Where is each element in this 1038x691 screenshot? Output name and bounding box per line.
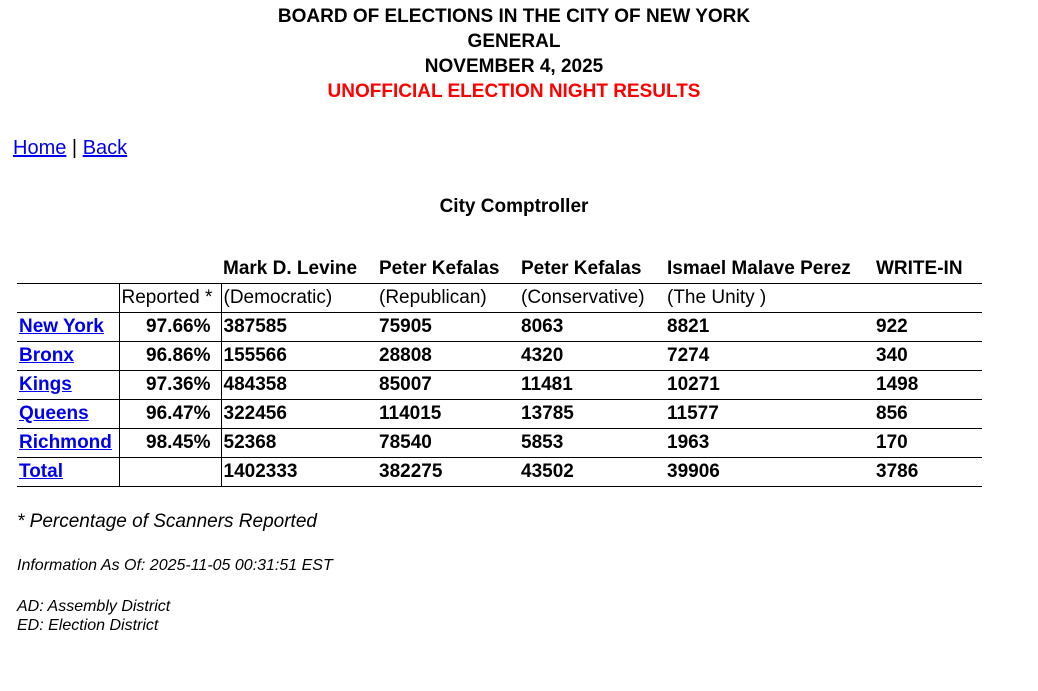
footnote: * Percentage of Scanners Reported — [17, 511, 317, 532]
vote-count: 10271 — [665, 370, 874, 400]
vote-count: 484358 — [221, 370, 377, 400]
candidate-party: (Conservative) — [519, 283, 665, 313]
vote-count: 85007 — [377, 370, 519, 400]
vote-count: 322456 — [221, 399, 377, 429]
vote-count: 11481 — [519, 370, 665, 400]
reported-pct: 97.66% — [119, 312, 222, 342]
reported-pct — [119, 457, 222, 487]
table-row: New York 97.66% 387585 75905 8063 8821 922 — [17, 312, 982, 342]
candidate-name: Peter Kefalas — [379, 258, 500, 279]
contest-title: City Comptroller — [439, 196, 589, 217]
vote-count: 52368 — [221, 428, 377, 458]
candidate-name: Ismael Malave Perez — [667, 258, 851, 279]
county-link[interactable]: Queens — [19, 403, 89, 424]
table-row: Bronx 96.86% 155566 28808 4320 7274 340 — [17, 341, 982, 371]
table-row: Richmond 98.45% 52368 78540 5853 1963 170 — [17, 428, 982, 458]
vote-count: 75905 — [377, 312, 519, 342]
table-row: Kings 97.36% 484358 85007 11481 10271 1498 — [17, 370, 982, 400]
legend-ed: ED: Election District — [17, 617, 159, 634]
vote-count: 5853 — [519, 428, 665, 458]
vote-count: 8063 — [519, 312, 665, 342]
nav-links: Home | Back — [13, 137, 127, 160]
vote-count: 170 — [874, 428, 982, 458]
legend-ad: AD: Assembly District — [17, 598, 171, 615]
vote-count: 39906 — [665, 457, 874, 487]
table-row: Queens 96.47% 322456 114015 13785 11577 856 — [17, 399, 982, 429]
reported-pct: 96.86% — [119, 341, 222, 371]
vote-count: 1402333 — [221, 457, 377, 487]
vote-count: 155566 — [221, 341, 377, 371]
table-row: Total 1402333 382275 43502 39906 3786 — [17, 457, 982, 487]
vote-count: 382275 — [377, 457, 519, 487]
candidate-party: (Republican) — [377, 283, 519, 313]
candidate-party: (The Unity ) — [665, 283, 874, 313]
vote-count: 922 — [874, 312, 982, 342]
county-link[interactable]: Kings — [19, 374, 72, 395]
page-header: BOARD OF ELECTIONS IN THE CITY OF NEW YO… — [0, 4, 1028, 104]
candidate-name: Peter Kefalas — [521, 258, 642, 279]
vote-count: 13785 — [519, 399, 665, 429]
candidate-party: (Democratic) — [221, 283, 377, 313]
county-link[interactable]: Richmond — [19, 432, 112, 453]
vote-count: 114015 — [377, 399, 519, 429]
results-table: Mark D. Levine Peter Kefalas Peter Kefal… — [17, 255, 982, 487]
back-link[interactable]: Back — [82, 137, 128, 159]
vote-count: 11577 — [665, 399, 874, 429]
legend: AD: Assembly District ED: Election Distr… — [17, 597, 170, 635]
vote-count: 387585 — [221, 312, 377, 342]
candidate-name: WRITE-IN — [876, 258, 963, 279]
election-type: GENERAL — [467, 31, 561, 52]
nav-separator: | — [71, 137, 78, 159]
county-link[interactable]: Bronx — [19, 345, 74, 366]
vote-count: 43502 — [519, 457, 665, 487]
candidate-party — [874, 283, 982, 313]
reported-header: Reported * — [119, 283, 222, 313]
vote-count: 7274 — [665, 341, 874, 371]
vote-count: 340 — [874, 341, 982, 371]
county-link[interactable]: Total — [19, 461, 63, 482]
reported-pct: 97.36% — [119, 370, 222, 400]
election-date: NOVEMBER 4, 2025 — [424, 56, 604, 77]
vote-count: 3786 — [874, 457, 982, 487]
info-timestamp: Information As Of: 2025-11-05 00:31:51 E… — [17, 557, 333, 574]
vote-count: 856 — [874, 399, 982, 429]
vote-count: 28808 — [377, 341, 519, 371]
reported-pct: 98.45% — [119, 428, 222, 458]
vote-count: 78540 — [377, 428, 519, 458]
county-link[interactable]: New York — [19, 316, 104, 337]
home-link[interactable]: Home — [13, 137, 67, 159]
reported-pct: 96.47% — [119, 399, 222, 429]
vote-count: 1498 — [874, 370, 982, 400]
results-status: UNOFFICIAL ELECTION NIGHT RESULTS — [327, 81, 701, 102]
vote-count: 4320 — [519, 341, 665, 371]
candidate-name: Mark D. Levine — [223, 258, 358, 279]
vote-count: 1963 — [665, 428, 874, 458]
org-title: BOARD OF ELECTIONS IN THE CITY OF NEW YO… — [277, 6, 751, 27]
vote-count: 8821 — [665, 312, 874, 342]
